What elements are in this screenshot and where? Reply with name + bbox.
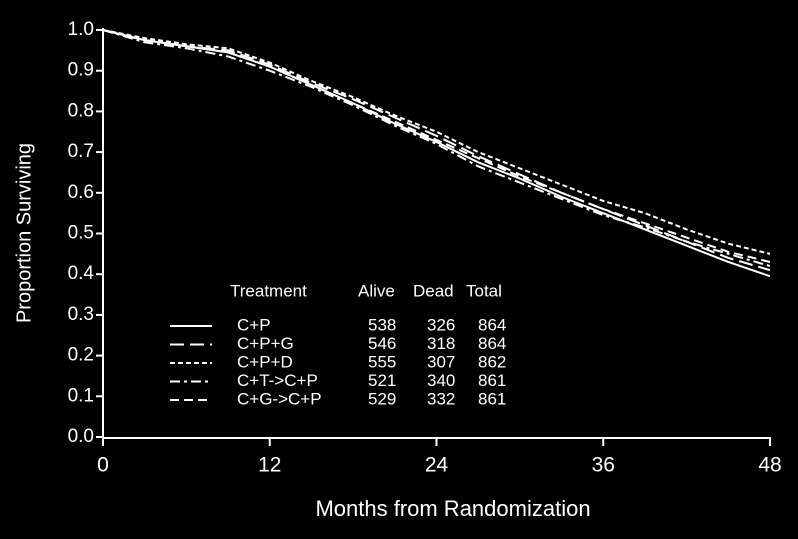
y-tick-label: 0.5 [68,223,94,244]
legend-alive: 538 [368,315,396,334]
x-tick-label: 24 [425,454,449,477]
x-tick-label: 12 [258,454,281,477]
y-tick-label: 1.0 [68,19,94,40]
legend-dead: 326 [427,315,455,334]
legend-total: 862 [478,352,506,371]
legend-column: Total [466,281,502,300]
survival-line [102,29,771,263]
legend-dead: 340 [427,371,455,390]
y-axis-label: Proportion Surviving [13,143,35,323]
legend-column: Dead [413,281,454,300]
y-tick-label: 0.4 [68,263,95,284]
legend-total: 861 [478,371,506,390]
y-tick-label: 0.2 [68,345,94,366]
legend-dead: 307 [427,352,455,371]
legend-alive: 529 [368,389,396,408]
x-tick-label: 0 [97,454,109,477]
legend-total: 864 [478,334,506,353]
y-tick-label: 0.6 [68,182,94,203]
legend-label: C+T->C+P [237,371,318,390]
survival-line [102,29,771,272]
legend-column: Alive [358,281,395,300]
y-tick-label: 0.7 [68,141,94,162]
legend-alive: 521 [368,371,396,390]
y-tick-label: 0.3 [68,304,94,325]
x-axis-label: Months from Randomization [315,496,590,521]
legend-label: C+G->C+P [237,389,322,408]
legend-dead: 332 [427,389,455,408]
legend-label: C+P+G [237,334,294,353]
legend-dead: 318 [427,334,455,353]
legend-total: 861 [478,389,506,408]
survival-line [102,29,771,255]
legend-alive: 555 [368,352,396,371]
y-tick-label: 0.8 [68,100,94,121]
x-tick-label: 48 [758,454,781,477]
legend-alive: 546 [368,334,396,353]
legend-title: Treatment [230,281,307,300]
y-tick-label: 0.9 [68,60,94,81]
x-tick-label: 36 [592,454,615,477]
legend-total: 864 [478,315,506,334]
legend-label: C+P [237,315,271,334]
y-tick-label: 0.1 [68,385,94,406]
legend-label: C+P+D [237,352,293,371]
survival-line [102,29,771,268]
y-tick-label: 0.0 [68,426,94,447]
